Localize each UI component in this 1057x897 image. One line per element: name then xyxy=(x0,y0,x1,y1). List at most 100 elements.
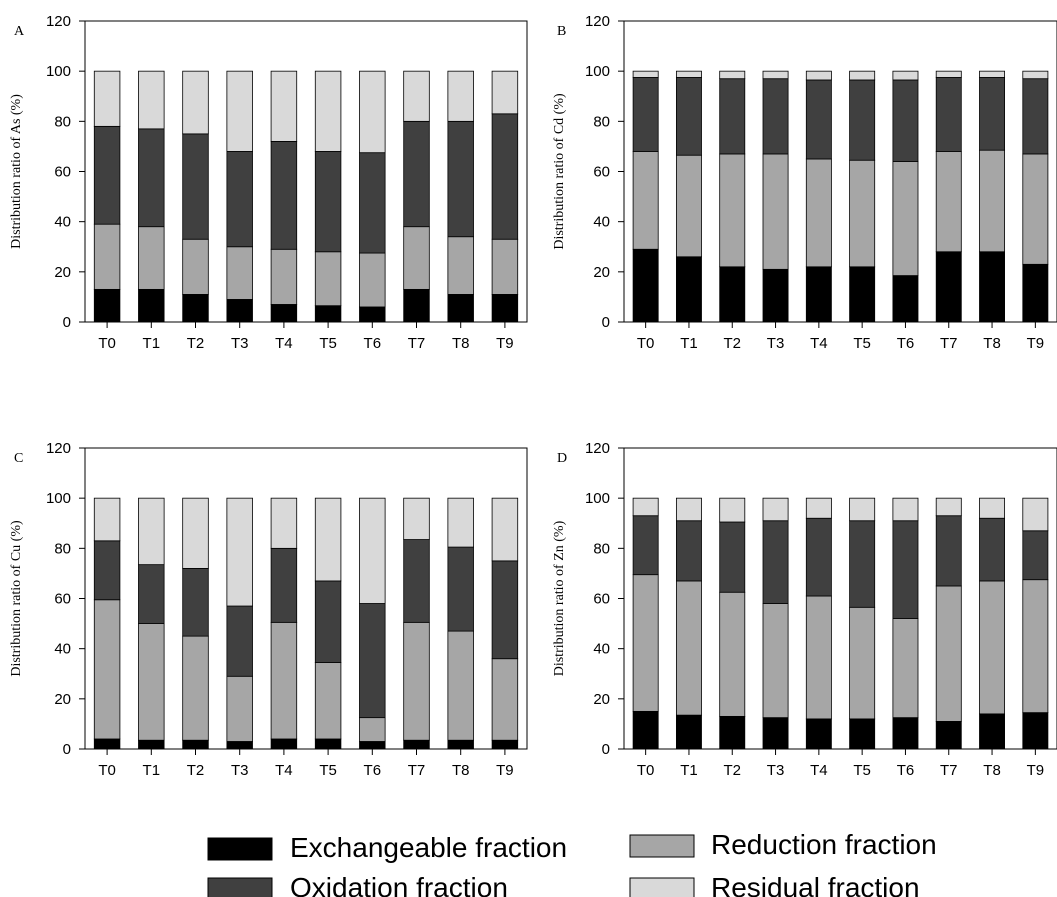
bar-segment-exchangeable xyxy=(849,718,876,750)
bar-segment-oxidation xyxy=(491,113,519,240)
bar-segment-exchangeable xyxy=(226,741,253,750)
bar-segment-oxidation xyxy=(138,128,165,228)
y-tick-label: 0 xyxy=(602,741,610,758)
x-tick-label: T8 xyxy=(983,762,1001,779)
bar-segment-exchangeable xyxy=(1022,712,1049,750)
bar-segment-exchangeable xyxy=(892,275,919,323)
bar-segment-exchangeable xyxy=(314,305,342,323)
bar-segment-oxidation xyxy=(93,540,121,601)
bar-segment-reduction xyxy=(138,623,165,741)
legend-swatch xyxy=(629,877,695,897)
panel-letter: B xyxy=(557,24,566,39)
bar-segment-reduction xyxy=(270,621,298,740)
bar-segment-residual xyxy=(182,70,209,135)
chart-panel-a: A 0 20 40 60 80 100 120 Distribution ratio of As… xyxy=(9,13,528,352)
bar-segment-residual xyxy=(93,70,121,127)
y-tick-label: 80 xyxy=(593,540,610,557)
bar-segment-residual xyxy=(1022,497,1049,532)
bar-segment-exchangeable xyxy=(447,739,474,750)
x-tick-label: T3 xyxy=(767,762,785,779)
bar-segment-reduction xyxy=(719,591,746,717)
x-tick-label: T1 xyxy=(680,335,698,352)
bar-segment-oxidation xyxy=(762,520,789,604)
x-tick-label: T0 xyxy=(98,762,116,779)
x-tick-label: T2 xyxy=(187,762,205,779)
panels: A 0 20 40 60 80 100 120 Distribution ratio of As… xyxy=(9,13,1057,779)
bar-segment-exchangeable xyxy=(719,715,746,750)
bar-segment-reduction xyxy=(979,149,1006,253)
y-axis-label: Distribution ratio of Cd (%) xyxy=(552,93,567,250)
bar-segment-oxidation xyxy=(892,520,919,619)
bar-segment-reduction xyxy=(849,606,876,720)
bar-segment-reduction xyxy=(491,658,519,741)
bar-segment-oxidation xyxy=(447,546,474,632)
y-tick-label: 40 xyxy=(593,214,610,231)
x-tick-label: T8 xyxy=(983,335,1001,352)
y-tick-label: 80 xyxy=(54,540,71,557)
legend-swatch xyxy=(207,837,273,861)
bar-segment-exchangeable xyxy=(138,288,165,323)
legend-label: Oxidation fraction xyxy=(290,872,508,897)
y-tick-label: 40 xyxy=(54,214,71,231)
y-tick-label: 80 xyxy=(593,113,610,130)
bar-segment-reduction xyxy=(447,630,474,741)
y-tick-label: 120 xyxy=(46,440,71,457)
bar-segment-reduction xyxy=(719,153,746,268)
x-tick-label: T0 xyxy=(637,335,655,352)
x-tick-label: T5 xyxy=(319,335,337,352)
x-tick-label: T9 xyxy=(1027,335,1045,352)
x-tick-label: T3 xyxy=(767,335,785,352)
x-tick-label: T2 xyxy=(187,335,205,352)
x-tick-label: T0 xyxy=(637,762,655,779)
x-tick-label: T6 xyxy=(364,762,382,779)
bar-segment-exchangeable xyxy=(762,717,789,750)
panel-letter: D xyxy=(557,451,567,466)
bar-segment-residual xyxy=(491,70,519,115)
bar-segment-oxidation xyxy=(270,547,298,623)
bar-segment-exchangeable xyxy=(138,739,165,750)
x-tick-label: T6 xyxy=(897,762,915,779)
x-tick-label: T8 xyxy=(452,335,470,352)
bar-segment-residual xyxy=(93,497,121,542)
bar-segment-exchangeable xyxy=(979,713,1006,750)
x-tick-label: T2 xyxy=(723,335,741,352)
bar-segment-reduction xyxy=(935,585,962,722)
bar-segment-oxidation xyxy=(314,580,342,663)
bar-segment-oxidation xyxy=(1022,78,1049,155)
legend-item-exchangeable: Exchangeable fraction xyxy=(207,832,567,863)
bar-segment-residual xyxy=(979,70,1006,78)
x-tick-label: T7 xyxy=(408,762,426,779)
bar-segment-residual xyxy=(447,70,474,122)
bar-segment-oxidation xyxy=(403,539,430,623)
bar-segment-reduction xyxy=(359,717,386,742)
bar-segment-exchangeable xyxy=(270,738,298,750)
x-tick-label: T3 xyxy=(231,335,249,352)
x-tick-label: T9 xyxy=(496,335,514,352)
bar-segment-oxidation xyxy=(979,517,1006,582)
bar-segment-exchangeable xyxy=(675,256,702,323)
bar-segment-residual xyxy=(359,497,386,604)
bar-segment-residual xyxy=(314,497,342,582)
bar-segment-oxidation xyxy=(359,603,386,719)
bar-segment-residual xyxy=(719,70,746,80)
bar-segment-exchangeable xyxy=(226,299,253,323)
x-tick-label: T4 xyxy=(810,762,828,779)
bar-segment-oxidation xyxy=(979,77,1006,151)
bar-segment-residual xyxy=(805,497,832,519)
bar-segment-reduction xyxy=(226,675,253,742)
bar-segment-exchangeable xyxy=(632,248,659,323)
y-tick-label: 0 xyxy=(602,314,610,331)
bar-segment-residual xyxy=(935,497,962,517)
bar-segment-oxidation xyxy=(314,151,342,253)
y-tick-label: 100 xyxy=(585,63,610,80)
bar-segment-oxidation xyxy=(935,515,962,587)
y-tick-label: 120 xyxy=(585,440,610,457)
legend-swatch xyxy=(207,877,273,897)
bar-segment-residual xyxy=(491,497,519,562)
bar-segment-oxidation xyxy=(632,77,659,152)
x-tick-label: T5 xyxy=(853,335,871,352)
bar-segment-reduction xyxy=(359,252,386,308)
bar-segment-residual xyxy=(762,497,789,522)
bar-segment-reduction xyxy=(403,621,430,741)
bar-segment-exchangeable xyxy=(935,721,962,750)
